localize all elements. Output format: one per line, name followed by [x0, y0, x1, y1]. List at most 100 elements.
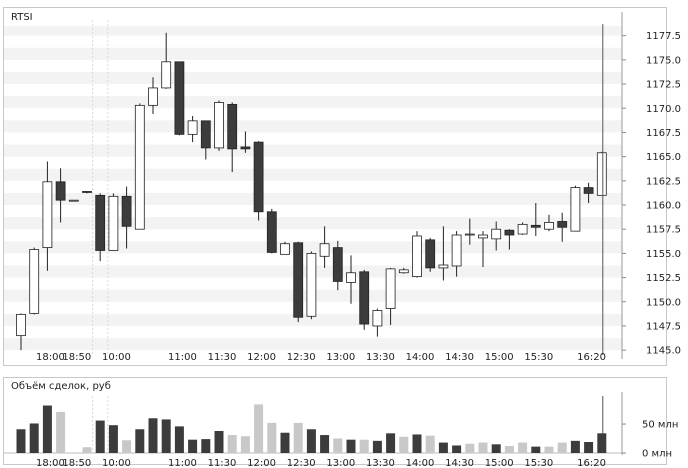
candle-body-up	[478, 234, 488, 239]
volume-bar	[42, 405, 52, 453]
price-axis-label: 1157.5	[646, 225, 681, 236]
volume-bar	[56, 411, 66, 453]
candle-body-down	[530, 224, 541, 228]
candle	[214, 100, 224, 151]
volume-bar	[201, 439, 211, 453]
grid-band	[4, 144, 622, 157]
volume-time-axis-label: 14:00	[406, 458, 435, 468]
candle	[544, 214, 554, 232]
price-axis-label: 1165.0	[646, 152, 681, 163]
candle-body-down	[332, 247, 343, 282]
grid-band	[4, 26, 622, 36]
candle-body-up	[29, 249, 40, 314]
volume-bar	[386, 433, 396, 453]
time-axis-label: 11:30	[208, 352, 237, 363]
volume-time-axis-label: 14:30	[445, 458, 474, 468]
time-axis-label: 10:00	[102, 352, 131, 363]
price-axis-label: 1150.0	[646, 297, 681, 308]
volume-bar	[570, 440, 580, 453]
volume-bar	[438, 442, 448, 453]
candle-body-down	[95, 194, 106, 251]
price-axis-label: 1147.5	[646, 321, 681, 332]
candle-body-up	[16, 313, 26, 337]
candle-body-up	[187, 120, 198, 135]
volume-time-axis-label: 10:00	[102, 458, 131, 468]
volume-time-axis-label: 13:00	[326, 458, 355, 468]
time-axis-label: 18:50	[62, 352, 91, 363]
grid-band	[4, 313, 622, 326]
candle	[266, 208, 277, 254]
candle-body-up	[570, 187, 581, 232]
candle-body-up	[438, 264, 449, 269]
candle-body-down	[557, 221, 568, 228]
volume-bar	[320, 435, 330, 453]
volume-bar	[584, 442, 594, 453]
time-axis-label: 14:30	[445, 352, 474, 363]
volume-axis-label: 0 млн	[642, 449, 672, 460]
time-axis-label: 15:00	[485, 352, 514, 363]
volume-time-axis-label: 12:30	[287, 458, 316, 468]
volume-bar	[372, 440, 382, 453]
candle	[293, 241, 304, 323]
volume-panel-title: Объём сделок, руб	[11, 381, 111, 392]
volume-bar	[122, 440, 132, 453]
candle-body-up	[134, 104, 145, 230]
volume-bar	[504, 446, 514, 453]
volume-bar	[174, 426, 184, 453]
grid-band	[4, 96, 622, 109]
candle	[29, 247, 40, 315]
candle	[82, 191, 92, 194]
price-panel-title: RTSI	[11, 12, 33, 23]
candle-body-up	[451, 234, 462, 267]
volume-bar	[452, 445, 462, 453]
candle-body-up	[161, 61, 172, 89]
candle	[108, 193, 119, 251]
candle-body-up	[385, 268, 396, 309]
volume-bar	[399, 436, 409, 453]
candle	[596, 151, 607, 196]
candle-body-down	[55, 181, 66, 201]
candle-body-up	[464, 233, 475, 236]
volume-time-axis-label: 11:30	[208, 458, 237, 468]
time-axis-label: 11:00	[168, 352, 197, 363]
price-axis-label: 1152.5	[646, 273, 681, 284]
candle	[464, 218, 475, 245]
volume-bar	[333, 438, 343, 453]
grid-band	[4, 338, 622, 351]
candle-body-down	[583, 187, 594, 194]
price-axis-label: 1162.5	[646, 176, 681, 187]
candle-body-up	[517, 223, 528, 235]
volume-bar	[346, 439, 356, 453]
volume-bar	[29, 423, 39, 453]
volume-time-axis-label: 15:30	[524, 458, 553, 468]
volume-time-axis-label: 16:20	[577, 458, 606, 468]
candle	[68, 199, 79, 202]
time-axis-label: 15:30	[524, 352, 553, 363]
candle	[359, 269, 370, 330]
price-axis-label: 1167.5	[646, 128, 681, 139]
candle-body-up	[280, 243, 290, 255]
candle	[398, 267, 409, 274]
time-axis-label: 12:30	[287, 352, 316, 363]
candle-body-up	[148, 87, 158, 106]
candle-body-down	[293, 242, 304, 318]
grid-band	[4, 217, 622, 230]
candle-body-up	[42, 181, 53, 248]
volume-bar	[293, 422, 303, 453]
grid-band	[4, 71, 622, 85]
candle-body-down	[425, 239, 436, 269]
candle	[517, 222, 528, 236]
volume-bar	[161, 419, 171, 453]
candle	[227, 102, 238, 173]
price-axis-label: 1160.0	[646, 201, 681, 212]
candle-body-up	[596, 152, 607, 196]
volume-bar	[518, 442, 528, 453]
volume-time-axis-label: 18:00	[36, 458, 65, 468]
candle	[200, 120, 211, 160]
volume-bar	[531, 446, 541, 453]
candle	[412, 231, 422, 278]
volume-bar	[254, 404, 264, 453]
candle	[332, 240, 343, 291]
volume-axis-label: 50 млн	[642, 420, 678, 431]
